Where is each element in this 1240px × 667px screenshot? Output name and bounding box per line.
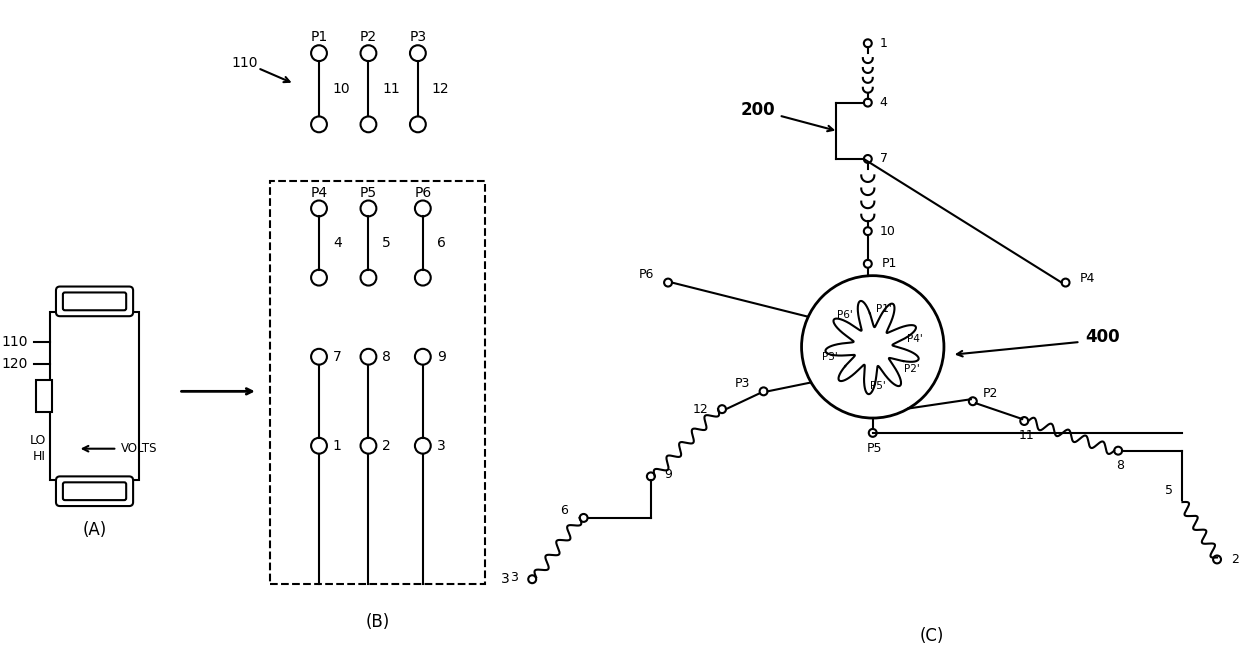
FancyBboxPatch shape: [63, 482, 126, 500]
FancyBboxPatch shape: [56, 287, 133, 316]
Text: 120: 120: [2, 357, 29, 371]
Text: P2: P2: [360, 30, 377, 44]
Text: P5: P5: [360, 185, 377, 199]
Text: 5: 5: [382, 236, 391, 250]
Text: 11: 11: [382, 82, 401, 96]
Text: 5: 5: [1164, 484, 1173, 497]
Text: P5': P5': [869, 382, 885, 392]
Text: P2: P2: [983, 387, 998, 400]
Text: P4: P4: [310, 185, 327, 199]
Text: 2: 2: [382, 439, 391, 453]
Text: (A): (A): [82, 521, 107, 539]
Text: 3: 3: [511, 571, 518, 584]
Text: P4: P4: [1079, 272, 1095, 285]
Text: P4': P4': [908, 334, 923, 344]
Text: P6: P6: [639, 268, 655, 281]
Text: 9: 9: [436, 350, 445, 364]
Text: 6: 6: [436, 236, 445, 250]
Text: 4: 4: [332, 236, 341, 250]
Text: 200: 200: [740, 101, 775, 119]
Text: P3: P3: [734, 377, 750, 390]
Bar: [36, 380, 52, 412]
Text: 12: 12: [692, 403, 708, 416]
Bar: [269, 181, 485, 584]
Text: 400: 400: [1085, 328, 1120, 346]
Text: 110: 110: [1, 335, 29, 349]
Text: 12: 12: [432, 82, 449, 96]
Text: 1: 1: [879, 37, 888, 50]
Text: P1: P1: [310, 30, 327, 44]
Text: 11: 11: [1018, 430, 1034, 442]
FancyBboxPatch shape: [63, 292, 126, 310]
Text: 10: 10: [879, 225, 895, 237]
Text: P2': P2': [904, 364, 920, 374]
Text: 3: 3: [436, 439, 445, 453]
Text: 9: 9: [665, 468, 672, 481]
Text: P6': P6': [837, 310, 853, 320]
Text: P3: P3: [409, 30, 427, 44]
Text: 3: 3: [501, 572, 510, 586]
Text: P5: P5: [867, 442, 883, 455]
Text: 110: 110: [231, 56, 258, 70]
Text: 10: 10: [332, 82, 351, 96]
Text: P6: P6: [414, 185, 432, 199]
Text: P1: P1: [882, 257, 897, 270]
Text: LO: LO: [30, 434, 46, 448]
Text: (B): (B): [366, 613, 389, 631]
Text: 6: 6: [560, 504, 568, 516]
Text: HI: HI: [33, 450, 46, 463]
Text: (C): (C): [920, 626, 945, 644]
Text: P3': P3': [822, 352, 838, 362]
Text: 8: 8: [1116, 459, 1125, 472]
Bar: [50, 312, 139, 480]
Text: 8: 8: [382, 350, 391, 364]
Text: VOLTS: VOLTS: [122, 442, 157, 455]
FancyBboxPatch shape: [56, 476, 133, 506]
Text: 7: 7: [879, 153, 888, 165]
Text: 4: 4: [879, 96, 888, 109]
Text: 7: 7: [332, 350, 341, 364]
Text: 2: 2: [1231, 553, 1239, 566]
Text: 1: 1: [332, 439, 342, 453]
Text: P1': P1': [875, 304, 892, 314]
